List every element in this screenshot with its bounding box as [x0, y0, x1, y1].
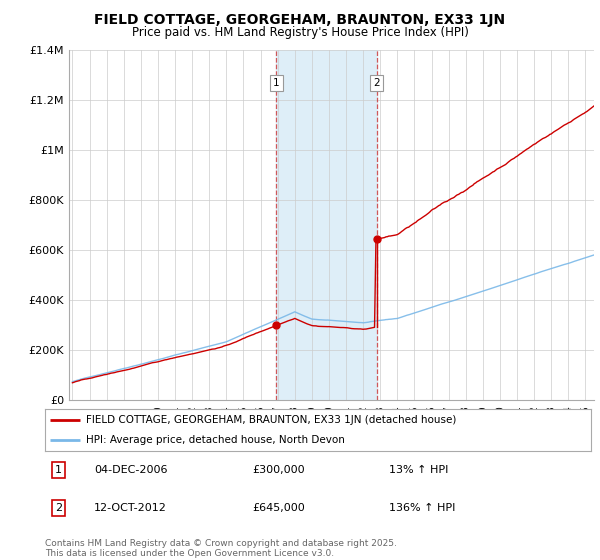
Text: FIELD COTTAGE, GEORGEHAM, BRAUNTON, EX33 1JN: FIELD COTTAGE, GEORGEHAM, BRAUNTON, EX33…: [94, 13, 506, 27]
Text: HPI: Average price, detached house, North Devon: HPI: Average price, detached house, Nort…: [86, 435, 345, 445]
Text: 1: 1: [273, 78, 280, 88]
Text: Contains HM Land Registry data © Crown copyright and database right 2025.
This d: Contains HM Land Registry data © Crown c…: [45, 539, 397, 558]
Text: Price paid vs. HM Land Registry's House Price Index (HPI): Price paid vs. HM Land Registry's House …: [131, 26, 469, 39]
Text: £300,000: £300,000: [253, 465, 305, 475]
Text: £645,000: £645,000: [253, 503, 305, 513]
Bar: [276, 50, 377, 400]
Text: 12-OCT-2012: 12-OCT-2012: [94, 503, 167, 513]
Text: 2: 2: [55, 503, 62, 513]
Text: 04-DEC-2006: 04-DEC-2006: [94, 465, 167, 475]
Text: 136% ↑ HPI: 136% ↑ HPI: [389, 503, 455, 513]
Text: 13% ↑ HPI: 13% ↑ HPI: [389, 465, 448, 475]
Text: FIELD COTTAGE, GEORGEHAM, BRAUNTON, EX33 1JN (detached house): FIELD COTTAGE, GEORGEHAM, BRAUNTON, EX33…: [86, 415, 457, 425]
Text: 1: 1: [55, 465, 62, 475]
Text: 2: 2: [373, 78, 380, 88]
